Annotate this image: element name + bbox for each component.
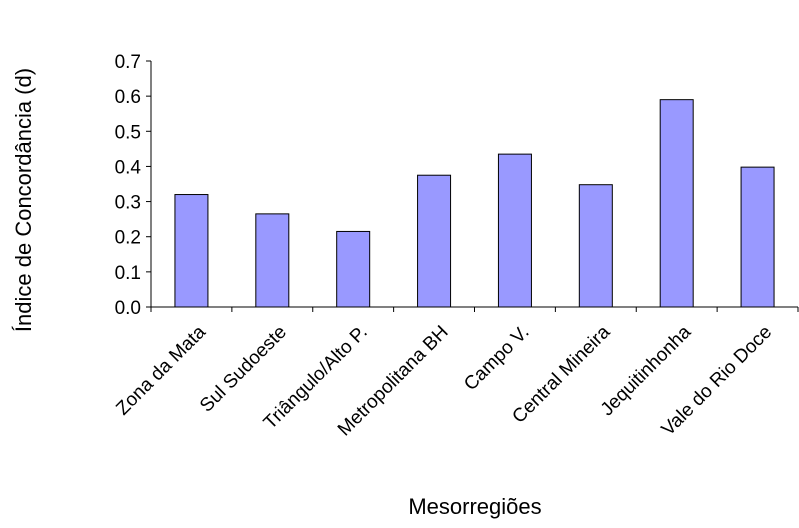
bar xyxy=(740,166,775,308)
y-tick-label: 0.6 xyxy=(115,87,141,108)
y-tick-label: 0.3 xyxy=(115,193,141,214)
y-ticks-group: 0.0 0.1 0.2 0.3 0.4 0.5 0.6 0.7 xyxy=(115,52,151,319)
x-category-label: Zona da Mata xyxy=(112,321,210,419)
bar xyxy=(497,153,532,308)
bar xyxy=(336,230,371,308)
y-tick-label: 0.4 xyxy=(115,157,142,178)
y-tick-label: 0.2 xyxy=(115,228,141,249)
bar xyxy=(578,184,613,308)
x-category-label: Campo V. xyxy=(460,322,533,395)
axes-group xyxy=(150,61,798,308)
y-tick-label: 0.7 xyxy=(115,52,141,73)
bars-group xyxy=(174,99,775,308)
y-tick-label: 0.5 xyxy=(115,122,141,143)
y-tick-label: 0.1 xyxy=(115,263,141,284)
bar xyxy=(174,194,209,308)
bar xyxy=(659,99,694,308)
y-tick-label: 0.0 xyxy=(115,298,141,319)
bar xyxy=(255,213,290,308)
bar xyxy=(417,174,452,308)
y-axis-title: Índice de Concordância (d) xyxy=(11,68,36,332)
x-axis-title: Mesorregiões xyxy=(408,494,541,519)
